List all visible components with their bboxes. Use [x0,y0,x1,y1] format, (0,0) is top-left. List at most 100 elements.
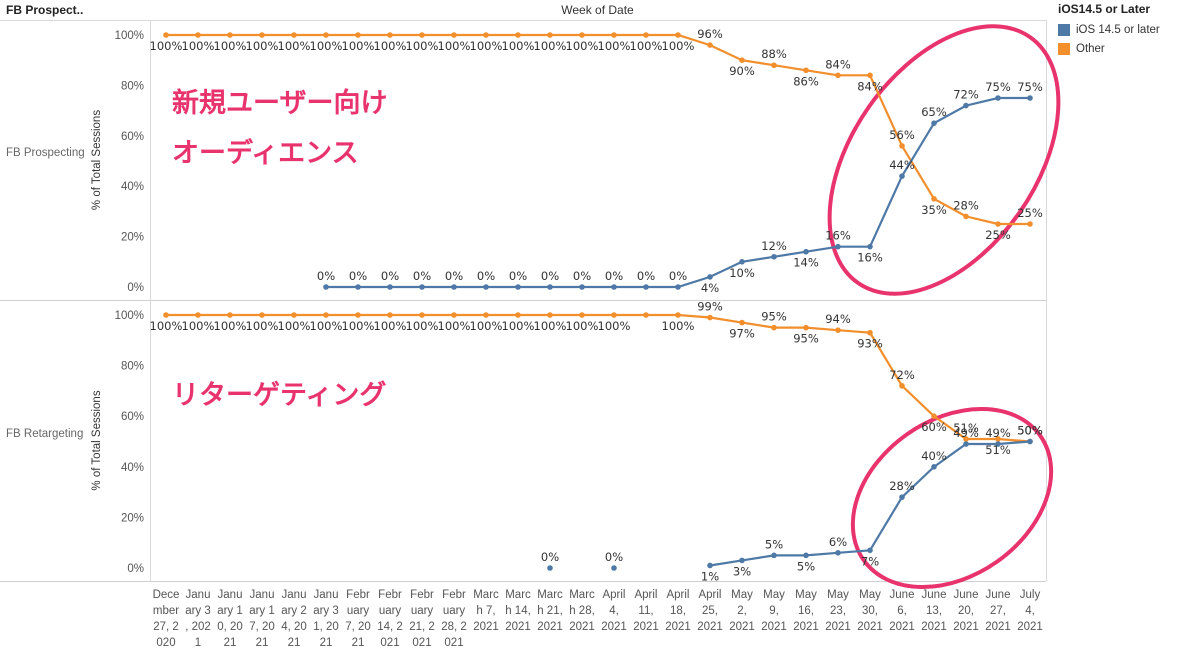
data-label-other: 25% [1017,206,1043,220]
data-point-ios [899,173,905,179]
data-point-ios [547,565,553,571]
data-point-other [387,312,393,318]
data-point-other [259,32,265,38]
data-label-other: 50% [1017,424,1043,438]
data-point-ios [483,284,489,290]
data-label-other: 100% [566,39,599,53]
data-label-other: 60% [921,420,947,434]
data-point-other [451,32,457,38]
data-point-other [963,213,969,220]
data-point-other [579,312,585,318]
data-label-ios: 0% [605,269,623,283]
series-line-other [166,33,1030,226]
data-point-other [867,329,873,336]
data-point-ios [323,284,329,290]
data-label-ios: 12% [761,239,787,253]
x-tick-label: Janu ary 1 0, 20 21 [217,589,243,649]
data-label-ios: 14% [793,256,819,270]
data-point-ios [995,441,1001,447]
data-point-other [195,32,201,38]
y-tick-label: 60% [121,411,144,423]
x-tick-label: Janu ary 2 4, 20 21 [281,589,307,649]
data-point-other [675,32,681,38]
data-label-ios: 1% [701,569,719,583]
data-point-ios [899,494,905,500]
data-label-other: 99% [697,300,723,314]
data-point-ios [1027,438,1033,445]
data-label-ios: 0% [477,269,495,283]
data-point-ios [579,284,585,290]
legend-swatch-other [1058,42,1070,55]
x-tick-label: May 2, 2021 [729,589,755,633]
legend-label-other: Other [1076,42,1105,55]
data-point-other [611,312,617,318]
data-label-ios: 4% [701,281,719,295]
data-point-ios [643,284,649,290]
data-label-other: 51% [953,421,979,435]
data-label-ios: 75% [985,80,1011,94]
data-label-ios: 0% [573,269,591,283]
data-point-ios [739,259,745,265]
data-label-other: 100% [278,319,311,333]
legend-item-ios[interactable]: iOS 14.5 or later [1058,20,1160,39]
data-point-other [387,32,393,38]
data-label-other: 100% [150,319,183,333]
data-label-ios: 49% [953,426,979,440]
data-point-other [323,312,329,318]
data-point-other [835,72,841,79]
data-label-other: 100% [502,319,535,333]
data-point-other [611,32,617,38]
legend-swatch-ios [1058,23,1070,36]
data-point-ios [931,120,937,126]
data-label-ios: 0% [413,269,431,283]
y-axis-title: % of Total Sessions [91,110,103,210]
data-label-other: 35% [921,203,947,217]
row-label-prospecting: FB Prospecting [6,147,85,159]
data-point-ios [1027,95,1033,101]
y-tick-label: 80% [121,80,144,92]
data-point-other [835,327,841,333]
data-point-ios [995,95,1001,101]
data-label-ios: 6% [829,535,847,549]
data-label-ios: 75% [1017,80,1043,94]
series-line-other [166,313,1031,443]
data-label-ios: 0% [317,269,335,283]
data-label-ios: 0% [381,269,399,283]
legend-item-other[interactable]: Other [1058,39,1160,58]
x-tick-label: Janu ary 3 1, 20 21 [313,589,339,649]
x-tick-label: Febr uary 14, 2 021 [377,589,403,649]
data-point-other [771,62,777,69]
data-label-other: 100% [630,39,663,53]
data-label-ios: 44% [889,158,915,172]
data-point-other [291,32,297,38]
data-point-ios [515,284,521,290]
data-label-other: 90% [729,64,755,78]
data-point-other [515,32,521,38]
data-point-ios [867,243,873,250]
x-tick-label: Janu ary 1 7, 20 21 [249,589,275,649]
data-point-ios [707,562,713,569]
data-label-ios: 0% [541,550,559,564]
data-point-other [547,32,553,38]
data-point-other [579,32,585,38]
data-label-ios: 16% [825,229,851,243]
data-point-ios [611,284,617,290]
data-point-other [867,72,873,79]
data-point-ios [963,441,969,447]
x-tick-label: May 30, 2021 [857,589,883,633]
x-tick-label: May 23, 2021 [825,589,851,633]
data-label-other: 95% [793,332,819,346]
data-label-other: 100% [150,39,183,53]
data-label-ios: 0% [669,269,687,283]
data-label-other: 100% [182,39,215,53]
data-label-other: 100% [374,319,407,333]
data-label-other: 100% [374,39,407,53]
data-label-other: 100% [214,319,247,333]
data-label-other: 100% [342,39,375,53]
data-point-ios [867,547,873,554]
series-line-ios [709,440,1031,567]
data-label-other: 100% [662,39,695,53]
x-tick-label: May 9, 2021 [761,589,787,633]
data-point-other [483,32,489,38]
